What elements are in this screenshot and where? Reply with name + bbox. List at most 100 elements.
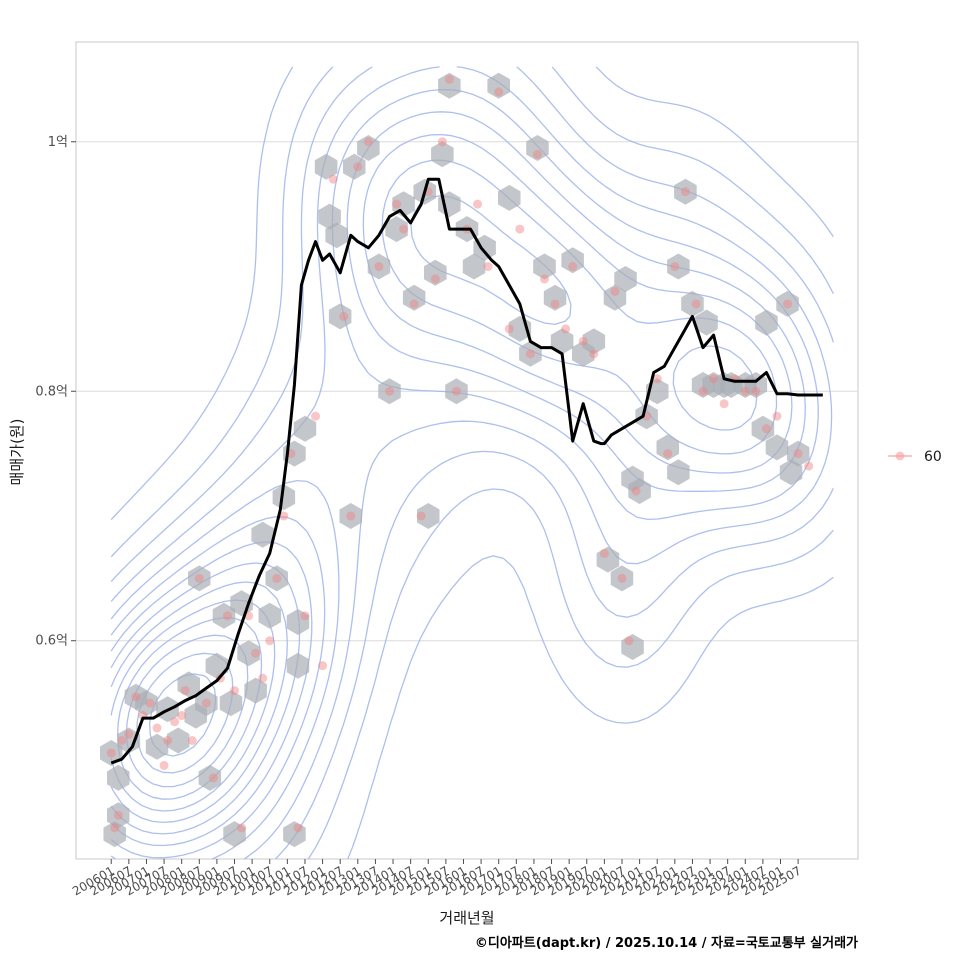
hexbin-cell bbox=[177, 671, 200, 698]
transaction-point bbox=[399, 224, 409, 234]
hexbin-cell bbox=[519, 340, 542, 367]
hexbin-cell bbox=[417, 503, 440, 529]
transaction-point bbox=[311, 411, 321, 421]
hexbin-cell bbox=[424, 259, 447, 286]
hexbin-cell bbox=[378, 378, 401, 405]
y-axis-ticks: 0.6억 0.8억 1억 bbox=[35, 135, 76, 649]
hexbin-cell bbox=[195, 690, 218, 717]
transaction-point bbox=[106, 748, 116, 758]
hexbin-cell bbox=[343, 153, 366, 180]
hexbin-cell bbox=[325, 222, 348, 249]
hexbin-cell bbox=[765, 434, 789, 461]
transaction-point bbox=[719, 399, 729, 409]
hexbin-cell bbox=[367, 253, 391, 280]
hexbin-cell bbox=[438, 72, 461, 99]
hexbin-cell bbox=[614, 266, 637, 292]
hexbin-cell bbox=[498, 184, 521, 211]
transaction-point bbox=[804, 461, 814, 471]
transaction-point bbox=[473, 199, 483, 209]
hexbin-cell bbox=[145, 733, 169, 760]
transaction-points bbox=[106, 74, 814, 833]
transaction-point bbox=[532, 149, 542, 159]
hexbin-cell bbox=[603, 284, 627, 311]
hexbin-cell bbox=[107, 802, 130, 829]
hexbin-cell bbox=[526, 135, 549, 161]
hexbin-cell bbox=[786, 440, 810, 467]
transaction-point bbox=[328, 174, 338, 184]
hexbin-cell bbox=[533, 253, 556, 280]
hexbin-cell bbox=[487, 72, 510, 99]
hexbin-cell bbox=[339, 503, 362, 529]
transaction-point bbox=[258, 673, 268, 683]
hexbin-cell bbox=[582, 328, 606, 355]
transaction-point bbox=[578, 336, 588, 346]
hexbin-cell bbox=[251, 521, 274, 548]
transaction-point bbox=[339, 311, 349, 321]
transaction-point bbox=[145, 698, 155, 708]
hexbin-cell bbox=[272, 484, 296, 511]
transaction-point bbox=[709, 374, 719, 384]
transaction-point bbox=[617, 573, 627, 583]
transaction-point bbox=[539, 274, 549, 284]
hexbin-cell bbox=[318, 203, 341, 230]
transaction-point bbox=[631, 486, 641, 496]
transaction-point bbox=[680, 187, 690, 197]
transaction-point bbox=[691, 299, 701, 309]
transaction-point bbox=[180, 686, 190, 696]
transaction-point bbox=[610, 286, 620, 296]
y-tick-label: 1억 bbox=[48, 135, 68, 150]
transaction-point bbox=[392, 199, 402, 209]
transaction-point bbox=[279, 511, 289, 521]
transaction-point bbox=[589, 349, 599, 359]
transaction-point bbox=[300, 611, 310, 621]
contour-level bbox=[110, 599, 276, 812]
hexbin-cell bbox=[543, 284, 567, 311]
hexbin-cell bbox=[286, 652, 310, 679]
transaction-point bbox=[783, 299, 793, 309]
hexbin-cell bbox=[667, 459, 690, 486]
transaction-point bbox=[561, 324, 571, 334]
transaction-point bbox=[318, 661, 328, 671]
contour-level bbox=[110, 66, 834, 859]
hexbin-cell bbox=[550, 328, 574, 355]
hexbin-cell bbox=[628, 478, 651, 504]
transaction-point bbox=[437, 137, 447, 147]
transaction-point bbox=[793, 449, 803, 459]
contour-level bbox=[110, 66, 833, 859]
transaction-point bbox=[363, 137, 373, 147]
hexbin-cell bbox=[610, 565, 634, 592]
transaction-point bbox=[430, 274, 440, 284]
hexbin-cell bbox=[219, 690, 243, 717]
hexbin-cell bbox=[135, 690, 158, 717]
transaction-point bbox=[385, 386, 395, 396]
transaction-point bbox=[550, 299, 560, 309]
hexbin-cell bbox=[385, 216, 408, 243]
hexbin-cell bbox=[776, 290, 799, 317]
hexbin-cell bbox=[103, 821, 126, 848]
transaction-point bbox=[346, 511, 356, 521]
transaction-point bbox=[113, 810, 123, 820]
transaction-point bbox=[698, 386, 708, 396]
transaction-point bbox=[504, 324, 514, 334]
transaction-point bbox=[230, 686, 240, 696]
hexbin-cell bbox=[431, 141, 454, 168]
transaction-point bbox=[117, 736, 127, 746]
hexbin-cell bbox=[621, 634, 644, 660]
hexbin-cell bbox=[258, 602, 281, 629]
x-axis-ticks: 2006012006072007012007072008012008072009… bbox=[70, 859, 804, 899]
transaction-point bbox=[599, 548, 609, 558]
transaction-point bbox=[624, 636, 634, 646]
transaction-point bbox=[251, 648, 261, 658]
transaction-point bbox=[208, 773, 218, 783]
hexbin-cell bbox=[674, 178, 697, 205]
contour-level bbox=[110, 66, 834, 859]
hexbin-cell bbox=[445, 378, 468, 405]
hexbin-cell bbox=[283, 821, 306, 848]
hexbin-cell bbox=[779, 459, 803, 486]
hexbin-cell bbox=[667, 253, 690, 280]
transaction-point bbox=[194, 573, 204, 583]
transaction-point bbox=[740, 386, 750, 396]
transaction-point bbox=[525, 349, 535, 359]
transaction-point bbox=[201, 698, 211, 708]
hexbin-cell bbox=[561, 247, 584, 274]
